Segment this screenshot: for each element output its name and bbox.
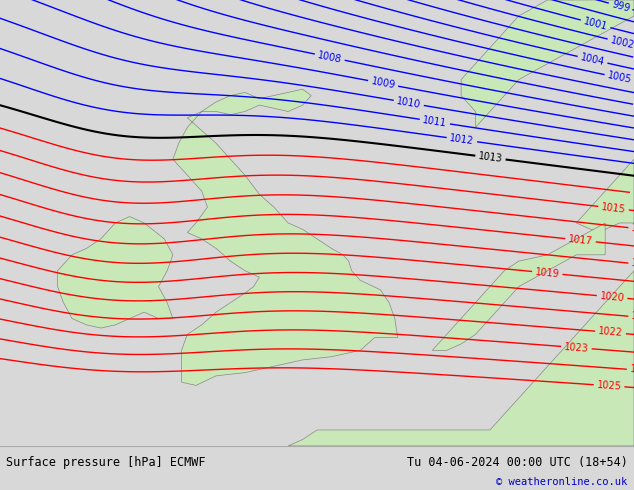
Text: 1009: 1009 bbox=[370, 76, 396, 91]
Text: 1022: 1022 bbox=[598, 326, 623, 339]
Text: 1020: 1020 bbox=[599, 291, 624, 303]
Polygon shape bbox=[58, 217, 173, 328]
Polygon shape bbox=[576, 159, 634, 229]
Polygon shape bbox=[288, 270, 634, 446]
Polygon shape bbox=[461, 0, 634, 127]
Text: 1004: 1004 bbox=[579, 52, 605, 67]
Text: 1025: 1025 bbox=[597, 380, 622, 392]
Text: 1013: 1013 bbox=[477, 151, 503, 164]
Polygon shape bbox=[432, 223, 605, 350]
Text: 1015: 1015 bbox=[601, 202, 626, 215]
Text: 1021: 1021 bbox=[631, 312, 634, 324]
Text: 1011: 1011 bbox=[422, 115, 448, 128]
Text: 1018: 1018 bbox=[631, 258, 634, 271]
Text: Surface pressure [hPa] ECMWF: Surface pressure [hPa] ECMWF bbox=[6, 456, 206, 469]
Text: 1019: 1019 bbox=[534, 267, 560, 279]
Text: 1017: 1017 bbox=[568, 234, 593, 246]
Text: 999: 999 bbox=[611, 0, 631, 14]
Text: 1010: 1010 bbox=[396, 96, 422, 110]
Text: 1005: 1005 bbox=[607, 71, 633, 85]
Text: 1012: 1012 bbox=[449, 133, 475, 147]
Text: 1001: 1001 bbox=[583, 16, 609, 32]
Text: 1024: 1024 bbox=[630, 365, 634, 376]
Text: 1014: 1014 bbox=[632, 188, 634, 200]
Text: © weatheronline.co.uk: © weatheronline.co.uk bbox=[496, 477, 628, 487]
Text: 1002: 1002 bbox=[609, 35, 634, 50]
Text: 1016: 1016 bbox=[631, 223, 634, 236]
Text: 1023: 1023 bbox=[564, 342, 589, 354]
Text: Tu 04-06-2024 00:00 UTC (18+54): Tu 04-06-2024 00:00 UTC (18+54) bbox=[407, 456, 628, 469]
Polygon shape bbox=[173, 89, 398, 385]
Text: 1008: 1008 bbox=[317, 50, 343, 65]
